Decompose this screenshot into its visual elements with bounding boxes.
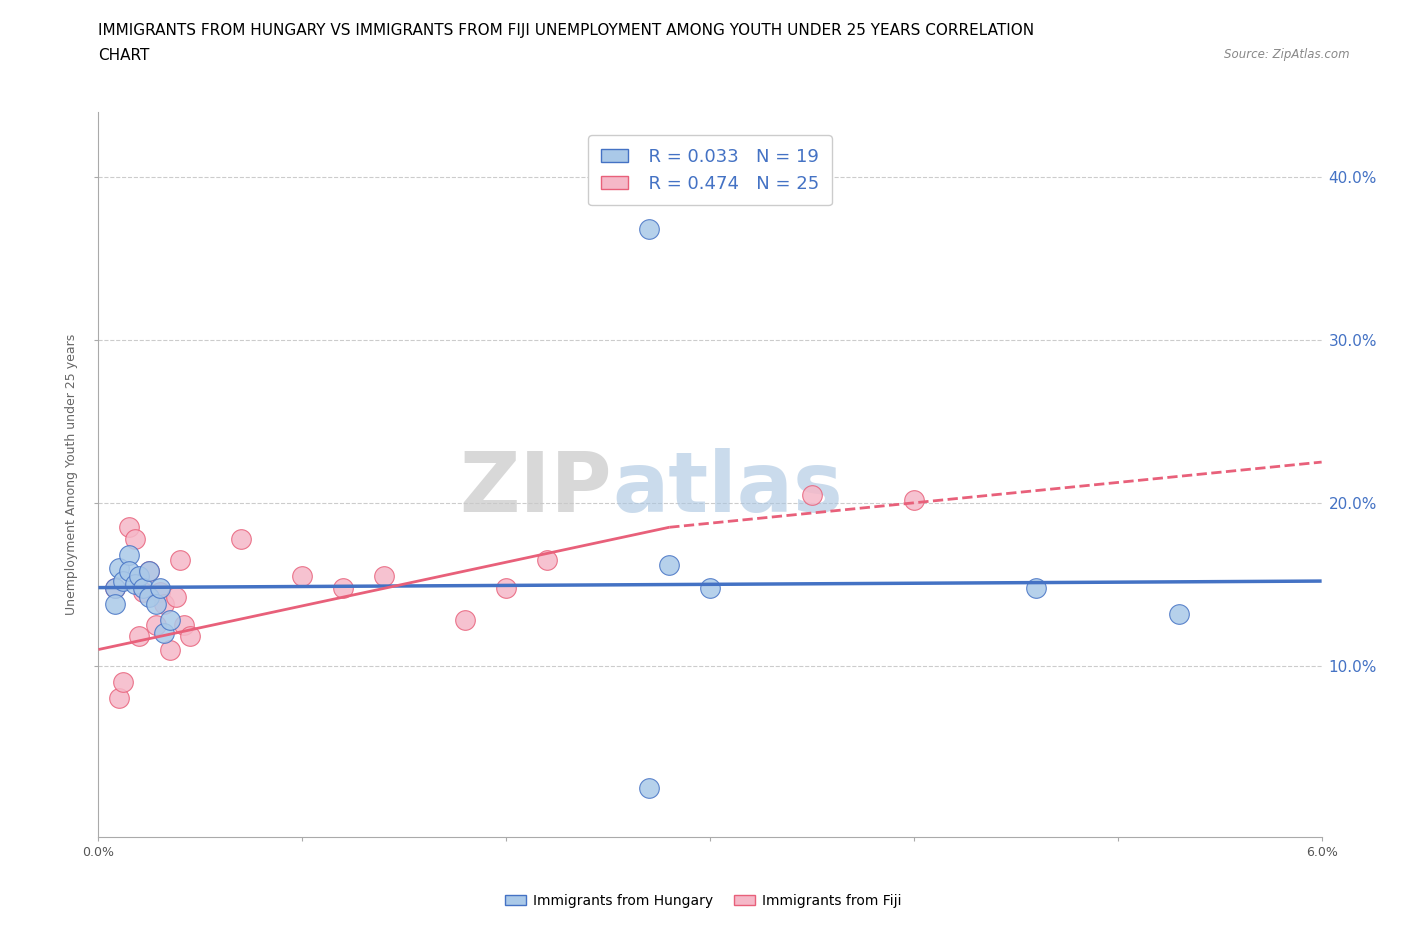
Point — [149, 580, 172, 595]
Point — [108, 691, 131, 706]
Point — [132, 580, 155, 595]
Point — [132, 585, 155, 600]
Point — [118, 548, 141, 563]
Legend:   R = 0.033   N = 19,   R = 0.474   N = 25: R = 0.033 N = 19, R = 0.474 N = 25 — [588, 135, 832, 206]
Point — [165, 590, 187, 604]
Point — [128, 569, 150, 584]
Point — [332, 580, 354, 595]
Point — [128, 629, 150, 644]
Point — [169, 552, 191, 567]
Text: Source: ZipAtlas.com: Source: ZipAtlas.com — [1225, 48, 1350, 61]
Point — [454, 613, 477, 628]
Point — [903, 492, 925, 507]
Point — [1025, 580, 1047, 595]
Point — [124, 577, 146, 591]
Point — [179, 629, 201, 644]
Point — [149, 585, 172, 600]
Point — [138, 590, 160, 604]
Point — [159, 613, 181, 628]
Point — [173, 618, 195, 632]
Point — [104, 596, 127, 611]
Text: CHART: CHART — [98, 48, 150, 63]
Point — [231, 531, 253, 546]
Text: atlas: atlas — [612, 448, 844, 529]
Point — [658, 557, 681, 572]
Point — [104, 580, 127, 595]
Point — [138, 564, 160, 578]
Point — [495, 580, 517, 595]
Point — [108, 561, 131, 576]
Y-axis label: Unemployment Among Youth under 25 years: Unemployment Among Youth under 25 years — [65, 334, 79, 615]
Point — [373, 569, 395, 584]
Point — [699, 580, 721, 595]
Point — [637, 780, 661, 795]
Point — [138, 564, 160, 578]
Point — [152, 596, 174, 611]
Point — [637, 221, 661, 236]
Text: ZIP: ZIP — [460, 448, 612, 529]
Point — [104, 580, 127, 595]
Point — [111, 574, 134, 589]
Point — [152, 626, 174, 641]
Point — [124, 531, 146, 546]
Point — [111, 674, 134, 689]
Point — [118, 564, 141, 578]
Text: IMMIGRANTS FROM HUNGARY VS IMMIGRANTS FROM FIJI UNEMPLOYMENT AMONG YOUTH UNDER 2: IMMIGRANTS FROM HUNGARY VS IMMIGRANTS FR… — [98, 23, 1035, 38]
Point — [118, 520, 141, 535]
Point — [145, 596, 167, 611]
Point — [1167, 606, 1189, 621]
Point — [159, 642, 181, 657]
Legend: Immigrants from Hungary, Immigrants from Fiji: Immigrants from Hungary, Immigrants from… — [499, 889, 907, 914]
Point — [536, 552, 558, 567]
Point — [145, 618, 167, 632]
Point — [801, 487, 824, 502]
Point — [291, 569, 314, 584]
